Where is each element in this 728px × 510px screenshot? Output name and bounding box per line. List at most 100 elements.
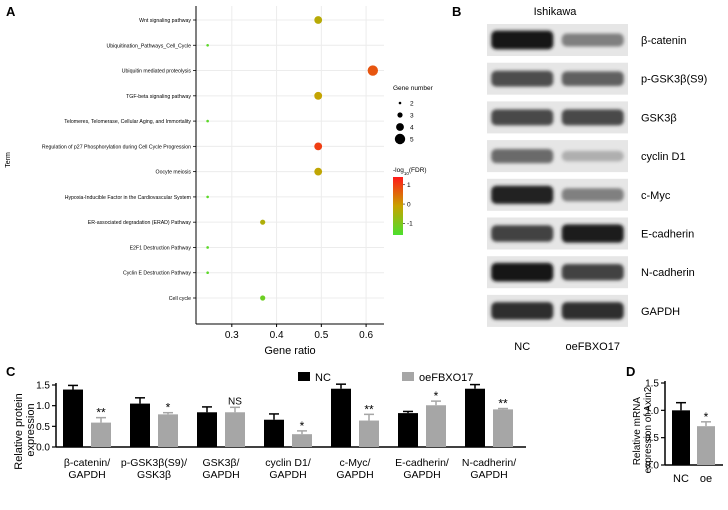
enrichment-point <box>314 91 323 100</box>
panel-c-y-axis-title: Relative protein expression <box>13 390 37 470</box>
bar-oefbxo17 <box>225 412 245 447</box>
term-label: Regulation of p27 Phosphorylation during… <box>42 144 191 150</box>
panel-d-y-axis-title: Relative mRNA expression of Axin2 <box>632 386 654 473</box>
bar-oefbxo17 <box>91 422 111 447</box>
bar-oefbxo17 <box>493 409 513 447</box>
x-tick-label: 0.3 <box>225 330 239 341</box>
y-tick-label: 0.5 <box>645 433 659 444</box>
panel-d-bar-chart: 0.0 0.5 1.0 1.5 NC * oe Relative mRNA express… <box>632 379 723 485</box>
blot-band <box>491 70 554 87</box>
y-tick-label: 1.0 <box>645 406 659 417</box>
significance-mark: * <box>300 419 305 433</box>
panel-a-gridlines <box>196 6 384 324</box>
category-label: p-GSK3β(S9)/ <box>121 457 187 469</box>
size-legend-dot <box>396 123 404 131</box>
color-legend-tick-label: 0 <box>407 201 411 208</box>
category-label: GSK3β/ <box>203 457 240 469</box>
size-legend-dot <box>398 101 402 105</box>
category-label: β-catenin/ <box>64 457 110 469</box>
bar-nc <box>331 388 351 447</box>
blot-lane-label: NC <box>514 341 530 353</box>
y-tick-label: 1.5 <box>645 379 659 390</box>
panel-letter-c: C <box>6 364 16 379</box>
category-label: GAPDH <box>269 469 306 481</box>
term-label: Oocyte meiosis <box>156 170 192 176</box>
blot-cell-line-title: Ishikawa <box>534 6 578 18</box>
term-label: Ubiquitin mediated proteolysis <box>122 69 192 75</box>
blot-protein-label: p-GSK3β(S9) <box>641 74 707 86</box>
y-tick-label: 0.0 <box>645 461 659 472</box>
x-tick-label: 0.6 <box>359 330 373 341</box>
blot-band <box>491 109 554 126</box>
y-tick-label: 1.5 <box>36 381 50 392</box>
enrichment-point <box>314 16 323 24</box>
size-legend-label: 3 <box>410 113 414 120</box>
term-label: E2F1 Destruction Pathway <box>130 245 192 251</box>
y-tick-label: 0.0 <box>36 443 50 454</box>
term-label: Wnt signaling pathway <box>139 18 191 24</box>
category-label: GSK3β <box>137 469 171 481</box>
x-tick-label: 0.5 <box>314 330 328 341</box>
category-label: E-cadherin/ <box>395 457 449 469</box>
bar-nc <box>197 412 217 447</box>
panel-b-western-blot: Ishikawa β-catenin p-GSK3β(S9) GSK3β cyclin… <box>487 6 707 353</box>
enrichment-point <box>260 219 266 225</box>
panel-a-x-axis-title: Gene ratio <box>264 345 315 357</box>
size-legend-dot <box>397 112 403 118</box>
term-label: Cell cycle <box>169 296 191 302</box>
panel-a-x-ticks: 0.3 0.4 0.5 0.6 <box>225 324 373 341</box>
x-tick-label: 0.4 <box>270 330 284 341</box>
blot-protein-label: GSK3β <box>641 112 677 124</box>
y-tick-label: 0.5 <box>36 422 50 433</box>
bar-oefbxo17 <box>359 420 379 447</box>
size-legend-label: 2 <box>410 101 414 108</box>
panel-d-ylabel-line1: Relative mRNA <box>632 397 643 466</box>
panel-letter-d: D <box>626 364 635 379</box>
size-legend-title: Gene number <box>393 85 434 92</box>
significance-mark: * <box>434 389 439 403</box>
enrichment-point <box>260 295 266 301</box>
legend-label: NC <box>315 372 331 384</box>
enrichment-point <box>367 65 379 76</box>
category-label: GAPDH <box>336 469 373 481</box>
enrichment-point <box>206 119 209 123</box>
blot-band <box>491 185 554 204</box>
blot-band <box>561 302 624 320</box>
blot-band <box>561 150 624 162</box>
category-label: GAPDH <box>68 469 105 481</box>
bar-oefbxo17 <box>426 405 446 447</box>
blot-protein-label: GAPDH <box>641 306 680 318</box>
term-label: Cyclin E Destruction Pathway <box>123 271 191 277</box>
blot-band <box>491 262 554 282</box>
term-label: ER-associated degradation (ERAD) Pathway <box>88 220 192 226</box>
significance-mark: * <box>704 410 709 424</box>
category-label: GAPDH <box>470 469 507 481</box>
blot-protein-label: c-Myc <box>641 190 671 202</box>
enrichment-point <box>314 142 323 151</box>
enrichment-point <box>206 246 209 249</box>
category-label: NC <box>673 473 689 485</box>
blot-band <box>491 225 554 242</box>
blot-protein-label: N-cadherin <box>641 267 695 279</box>
enrichment-point <box>206 195 209 199</box>
blot-protein-label: β-catenin <box>641 35 686 47</box>
category-label: GAPDH <box>403 469 440 481</box>
term-label: Hypoxia-Inducible Factor in the Cardiova… <box>65 195 191 201</box>
term-label: Ubiquitination_Pathways_Cell_Cycle <box>107 43 192 49</box>
bar-oefbxo17 <box>292 434 312 447</box>
bar-nc <box>63 389 83 447</box>
size-legend-label: 5 <box>410 137 414 144</box>
blot-band <box>491 302 554 320</box>
bar-nc <box>398 413 418 447</box>
blot-band <box>561 224 624 243</box>
y-tick-label: 1.0 <box>36 401 50 412</box>
enrichment-point <box>206 271 209 275</box>
color-legend-tick-label: 1 <box>407 182 411 189</box>
blot-band <box>561 109 624 126</box>
category-label: GAPDH <box>202 469 239 481</box>
panel-a-points <box>206 16 379 301</box>
enrichment-point <box>206 43 209 47</box>
significance-mark: ** <box>364 402 374 416</box>
panel-c-bar-chart: 0.0 0.5 1.0 1.5 ** β-catenin/GAPDH * p-GSK3β(S… <box>13 372 526 481</box>
